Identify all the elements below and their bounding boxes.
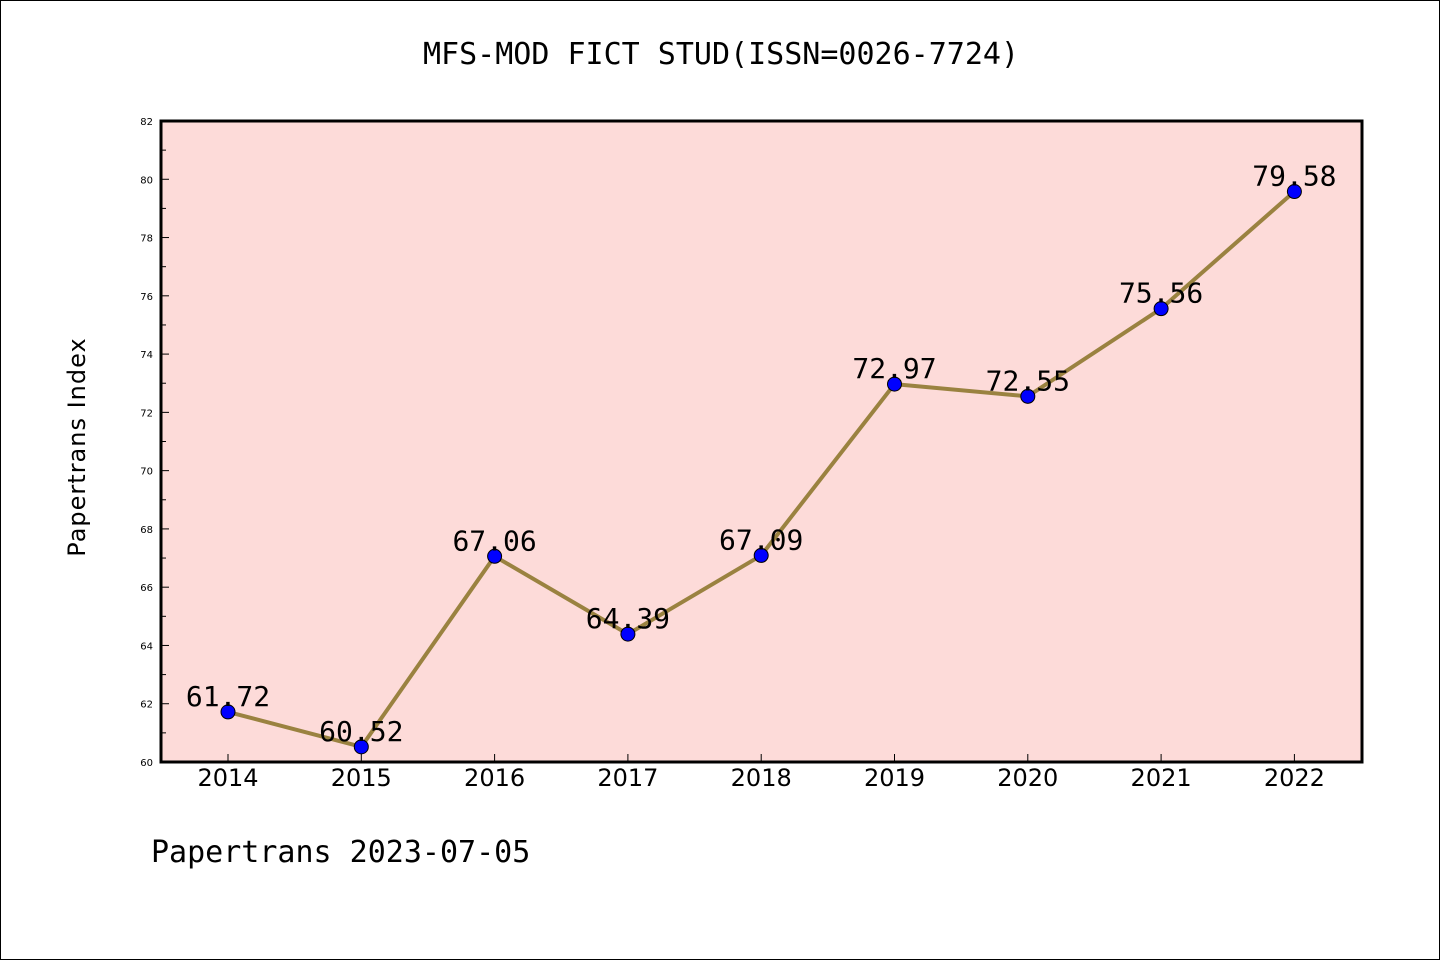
data-label: 64.39	[586, 602, 670, 635]
series: 61.72 60.52 67.06 64.39 67.09 72.97 72.55 75.56…	[186, 160, 1337, 755]
y-tick-label: 80	[140, 175, 153, 186]
data-point	[220, 704, 236, 720]
data-point	[353, 739, 369, 755]
x-tick-label: 2016	[464, 764, 525, 792]
x-tick-label: 2021	[1131, 764, 1192, 792]
data-label: 67.06	[452, 524, 536, 557]
y-tick-label: 60	[140, 758, 153, 769]
y-tick-label: 78	[140, 234, 153, 245]
x-tick-label: 2015	[331, 764, 392, 792]
data-point	[1020, 388, 1036, 404]
x-tick-label: 2014	[197, 764, 258, 792]
data-label: 75.56	[1119, 277, 1203, 310]
y-tick-label: 74	[140, 350, 153, 361]
x-axis: 2014 2015 2016 2017 2018 2019 2020 2021 2022	[197, 754, 1325, 792]
x-tick-label: 2019	[864, 764, 925, 792]
plot-border	[159, 119, 1364, 764]
data-point	[887, 376, 902, 392]
data-label: 72.55	[986, 364, 1070, 397]
data-label: 60.52	[319, 715, 403, 748]
x-tick-label: 2018	[731, 764, 792, 792]
data-label: 67.09	[719, 523, 803, 556]
footer-note: Papertrans 2023-07-05	[151, 835, 531, 870]
y-tick-label: 82	[140, 117, 153, 128]
x-tick-label: 2020	[997, 764, 1058, 792]
data-label: 79.58	[1252, 160, 1336, 193]
y-tick-label: 76	[140, 292, 153, 303]
data-point	[487, 548, 503, 564]
x-tick-label: 2017	[597, 764, 658, 792]
y-tick-label: 72	[140, 408, 153, 419]
data-point	[753, 547, 769, 563]
y-tick-label: 68	[140, 525, 153, 536]
data-point	[1286, 184, 1302, 200]
data-point	[1153, 301, 1169, 317]
x-tick-label: 2022	[1264, 764, 1325, 792]
y-tick-label: 64	[140, 641, 153, 652]
data-label: 61.72	[186, 680, 270, 713]
data-label: 72.97	[852, 352, 936, 385]
plot-area	[161, 121, 1362, 762]
chart-title: MFS-MOD FICT STUD(ISSN=0026-7724)	[422, 37, 1020, 72]
data-point	[620, 626, 636, 642]
y-tick-label: 70	[140, 467, 153, 478]
y-tick-label: 62	[140, 700, 153, 711]
y-tick-label: 66	[140, 583, 153, 594]
